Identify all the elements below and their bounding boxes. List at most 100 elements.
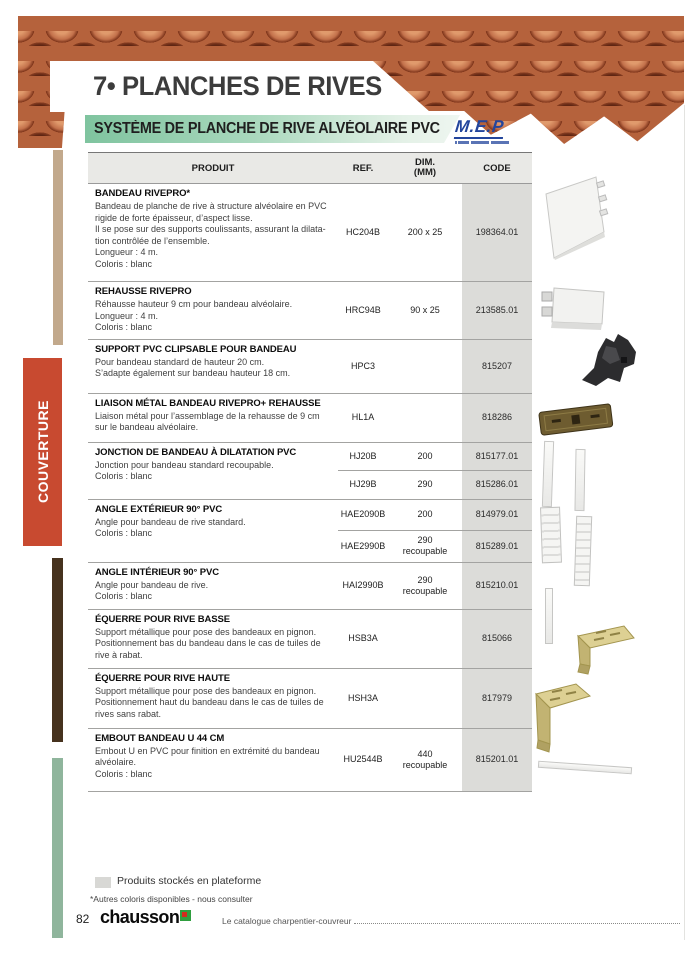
col-header-produit: PRODUIT [191,162,235,174]
product-description: Support métallique pour pose des bandeau… [95,685,324,719]
product-image-jonction-1 [541,440,555,508]
code-value: 815201.01 [462,728,532,791]
dim-value: 90 x 25 [410,304,440,315]
product-description: Support métallique pour pose des bandeau… [95,626,321,660]
product-title: ÉQUERRE POUR RIVE BASSE [95,613,230,625]
product-title: SUPPORT PVC CLIPSABLE POUR BANDEAU [95,343,297,355]
product-description: Angle pour bandeau de rive. Coloris : bl… [95,579,209,602]
code-value: 815066 [462,609,532,668]
col-header-code: CODE [483,162,511,174]
dim-value [388,394,462,442]
dim-value: 290 [417,479,433,490]
product-image-jonction-2 [574,448,586,512]
table-row: BANDEAU RIVEPRO* Bandeau de planche de r… [88,184,532,282]
ref-value: HSB3A [348,633,378,643]
table-row: ÉQUERRE POUR RIVE BASSE Support métalliq… [88,609,532,669]
ref-value: HC204B [345,227,381,237]
product-title: ÉQUERRE POUR RIVE HAUTE [95,672,230,684]
table-row: SUPPORT PVC CLIPSABLE POUR BANDEAU Pour … [88,339,532,394]
product-image-equerre-basse [566,618,636,685]
code-value: 815207 [462,339,532,393]
product-image-profile-strip [545,588,553,644]
code-value: 814979.01 [462,499,532,530]
code-value: 198364.01 [462,184,532,281]
product-image-embout [537,760,633,775]
ref-value: HL1A [351,412,375,422]
product-image-liaison-plate [536,398,616,449]
stocked-legend-label: Produits stockés en plateforme [117,875,262,887]
product-description: Angle pour bandeau de rive standard. Col… [95,516,246,539]
product-title: JONCTION DE BANDEAU À DILATATION PVC [95,446,297,458]
section-title-box: 7• PLANCHES DE RIVES [50,61,430,112]
table-row: REHAUSSE RIVEPRO Réhausse hauteur 9 cm p… [88,282,532,340]
footer-catalog-label: Le catalogue charpentier-couvreur [222,916,352,926]
ref-value: HU2544B [343,754,383,764]
page-title: 7• PLANCHES DE RIVES [93,71,382,101]
product-image-bandeau [542,174,614,265]
table-row: EMBOUT BANDEAU U 44 CM Embout U en PVC p… [88,728,532,792]
code-value: 815286.01 [462,471,532,499]
table-row: ÉQUERRE POUR RIVE HAUTE Support métalliq… [88,668,532,729]
ref-value: HAI2990B [342,580,384,590]
sidebar-tab-couverture: COUVERTURE [23,358,62,546]
code-value: 815289.01 [462,531,532,562]
dotted-leader [354,923,680,924]
product-title: REHAUSSE RIVEPRO [95,286,192,297]
dim-value [388,610,462,668]
subtitle-band: SYSTÈME DE PLANCHE DE RIVE ALVÉOLAIRE PV… [85,115,460,143]
product-description: Bandeau de planche de rive à structure a… [95,201,327,269]
product-image-angle-interieur [573,515,593,587]
mep-tagline [455,141,509,144]
stocked-legend-swatch [95,877,111,888]
sidebar-strip-brown [52,558,63,742]
mep-logo: M.Ε.P [453,117,509,144]
sidebar-strip-tan [53,150,63,345]
dim-value: 290 recoupable [402,574,448,596]
table-row: ANGLE EXTÉRIEUR 90° PVC Angle pour bande… [88,499,532,563]
chausson-logo-text: chausson [100,907,180,927]
dim-value: 440 recoupable [402,748,448,770]
ref-value: HRC94B [345,304,381,315]
dim-value: 290 recoupable [402,535,448,557]
code-value: 818286 [462,393,532,442]
sidebar-tab-label: COUVERTURE [34,400,51,504]
dim-value: 200 x 25 [407,227,443,237]
dim-value: 200 [417,450,433,461]
table-row: ANGLE INTÉRIEUR 90° PVC Angle pour bande… [88,562,532,610]
ref-value: HSH3A [347,692,378,703]
product-title: ANGLE INTÉRIEUR 90° PVC [95,566,219,578]
product-title: ANGLE EXTÉRIEUR 90° PVC [95,503,223,515]
table-row: JONCTION DE BANDEAU À DILATATION PVC Jon… [88,442,532,500]
product-description: Embout U en PVC pour finition en extrémi… [95,745,320,779]
table-row: LIAISON MÉTAL BANDEAU RIVEPRO+ REHAUSSE … [88,393,532,443]
subtitle: SYSTÈME DE PLANCHE DE RIVE ALVÉOLAIRE PV… [94,120,440,137]
code-value: 815177.01 [462,442,532,470]
mep-logo-text: M.Ε.P [453,117,505,139]
ref-value: HAE2990B [340,540,386,551]
sidebar-strip-green [52,758,63,938]
product-table: PRODUIT REF. DIM. (MM) CODE BANDEAU RIVE… [88,152,532,792]
dim-value: 200 [417,509,433,520]
code-value: 817979 [462,668,532,728]
col-header-ref: REF. [352,162,374,174]
page-number: 82 [76,912,90,926]
ref-value: HJ20B [349,450,377,461]
product-description: Liaison métal pour l’assemblage de la re… [95,410,320,433]
ref-value: HAE2090B [340,509,386,520]
ref-value: HJ29B [349,479,377,490]
table-header-row: PRODUIT REF. DIM. (MM) CODE [88,152,532,184]
product-description: Pour bandeau standard de hauteur 20 cm. … [95,356,291,379]
dim-value [388,669,462,728]
product-image-support-clip [576,328,642,395]
color-note: *Autres coloris disponibles - nous consu… [90,894,253,904]
footer-catalog-line: Le catalogue charpentier-couvreur [222,916,682,926]
product-image-angle-exterieur [540,506,562,564]
code-value: 213585.01 [462,282,532,339]
product-title: LIAISON MÉTAL BANDEAU RIVEPRO+ REHAUSSE [95,397,321,409]
product-title: EMBOUT BANDEAU U 44 CM [95,732,225,744]
product-description: Réhausse hauteur 9 cm pour bandeau alvéo… [95,299,293,332]
page-edge-line [684,105,685,940]
chausson-logo: chausson [100,907,192,928]
product-title: BANDEAU RIVEPRO* [95,188,190,199]
